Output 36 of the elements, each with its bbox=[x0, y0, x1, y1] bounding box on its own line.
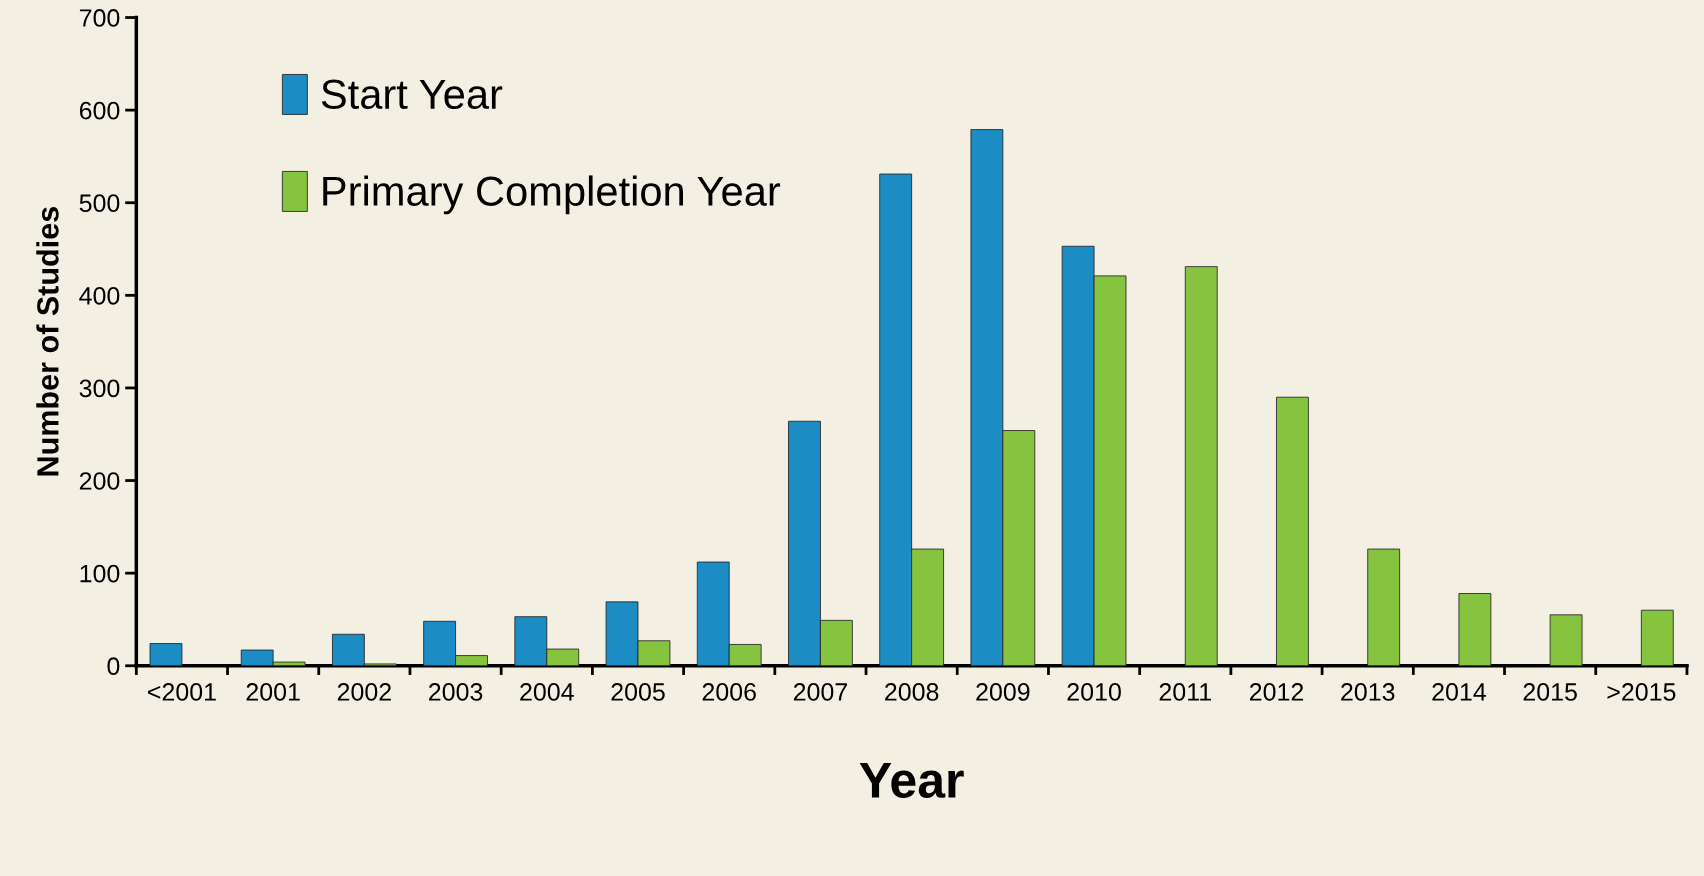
y-axis-title: Number of Studies bbox=[36, 207, 59, 476]
y-tick-label: 200 bbox=[79, 472, 120, 490]
x-tick-label: 2008 bbox=[885, 683, 939, 701]
x-tick-label: 2006 bbox=[702, 683, 756, 701]
bar bbox=[1549, 614, 1583, 666]
bar bbox=[1367, 548, 1401, 666]
bar bbox=[1458, 593, 1492, 666]
x-tick-label: 2012 bbox=[1249, 683, 1304, 701]
x-tick-label: 2011 bbox=[1159, 683, 1211, 701]
x-tick-label: 2005 bbox=[611, 683, 665, 701]
legend-label: Primary Completion Year bbox=[323, 175, 781, 215]
x-tick-label: 2014 bbox=[1432, 683, 1486, 701]
x-tick-label: 2007 bbox=[793, 683, 847, 701]
x-tick-label: 2003 bbox=[429, 683, 483, 701]
y-tick-label: 100 bbox=[80, 564, 120, 583]
y-tick-label: 700 bbox=[79, 9, 120, 27]
x-tick-label: >2015 bbox=[1607, 683, 1676, 701]
x-tick-label: <2001 bbox=[148, 683, 216, 701]
bar bbox=[1276, 396, 1309, 666]
x-tick-label: 2015 bbox=[1523, 683, 1577, 701]
y-tick-label: 300 bbox=[79, 379, 120, 398]
x-tick-label: 2010 bbox=[1067, 683, 1121, 701]
x-axis-title: Year bbox=[859, 763, 964, 799]
bar bbox=[1184, 266, 1218, 666]
y-tick-label: 500 bbox=[79, 194, 120, 213]
bar bbox=[1640, 609, 1674, 666]
x-tick-label: 2013 bbox=[1341, 683, 1395, 701]
legend-label: Start Year bbox=[321, 79, 503, 110]
bar bbox=[149, 643, 183, 666]
y-tick-label: 0 bbox=[107, 657, 120, 676]
y-tick-label: 600 bbox=[79, 101, 120, 120]
x-tick-label: 2004 bbox=[520, 683, 574, 701]
x-tick-label: 2001 bbox=[246, 683, 300, 701]
x-tick-label: 2002 bbox=[337, 683, 391, 701]
x-tick-label: 2009 bbox=[976, 683, 1030, 701]
y-tick-label: 400 bbox=[79, 286, 120, 305]
